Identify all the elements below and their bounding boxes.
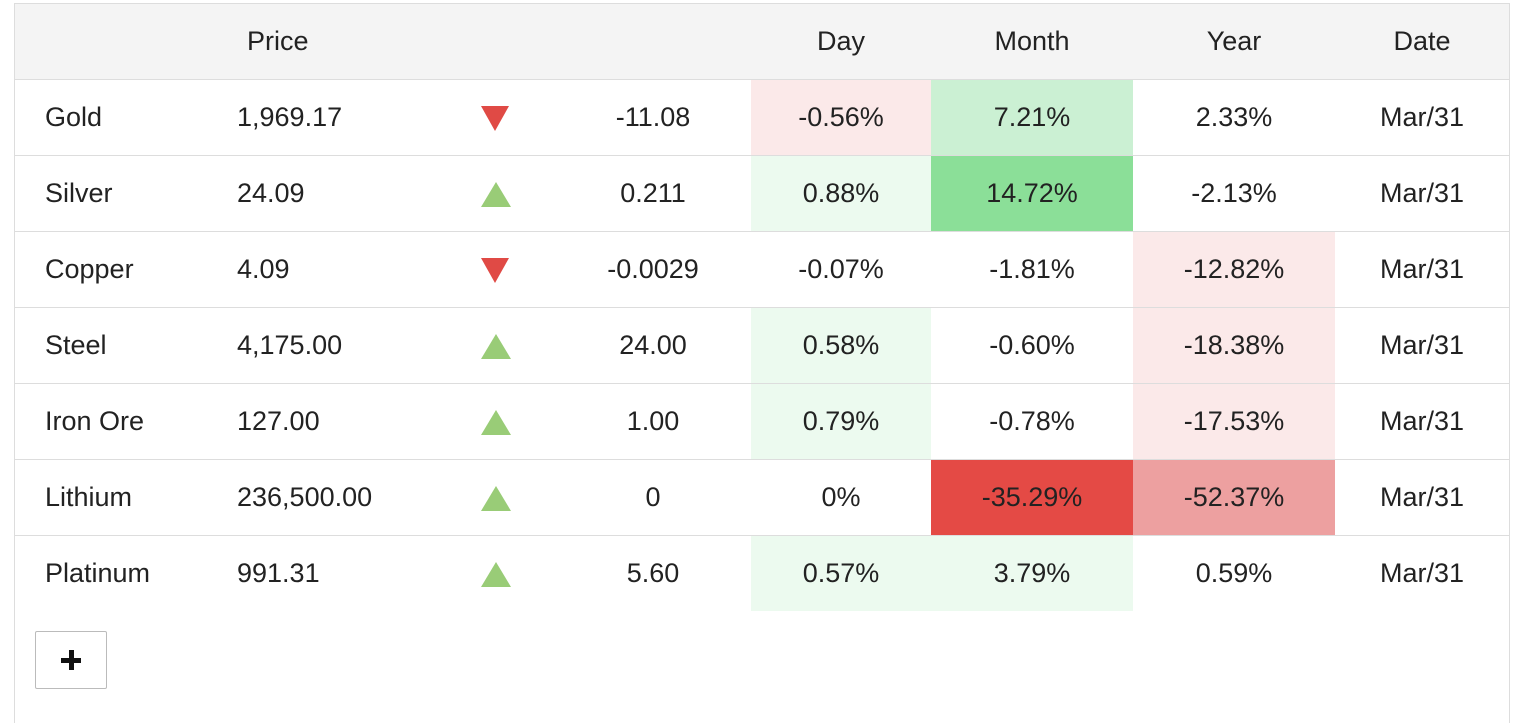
day-change-cell: 0.79%: [751, 383, 931, 460]
change-cell: 24.00: [555, 307, 751, 384]
month-change-cell: -35.29%: [931, 459, 1133, 536]
header-arrow: [471, 4, 555, 80]
header-price[interactable]: Price: [223, 4, 471, 80]
up-arrow-icon: [481, 409, 511, 435]
year-change-cell: 0.59%: [1133, 535, 1335, 611]
change-cell: 0.211: [555, 155, 751, 232]
table-row[interactable]: Iron Ore 127.00 1.00 0.79% -0.78% -17.53% Mar/…: [15, 383, 1509, 460]
month-change-cell: 14.72%: [931, 155, 1133, 232]
direction-cell: [471, 307, 555, 384]
price-cell: 236,500.00: [223, 459, 471, 536]
table-header-row: Price Day Month Year Date: [15, 4, 1509, 80]
direction-cell: [471, 459, 555, 536]
direction-cell: [471, 383, 555, 460]
price-cell: 127.00: [223, 383, 471, 460]
commodity-name: Copper: [15, 231, 223, 308]
day-change-cell: 0.88%: [751, 155, 931, 232]
up-arrow-icon: [481, 333, 511, 359]
table-row[interactable]: Silver 24.09 0.211 0.88% 14.72% -2.13% Mar/31: [15, 155, 1509, 232]
day-change-cell: 0%: [751, 459, 931, 536]
table-body: Gold 1,969.17 -11.08 -0.56% 7.21% 2.33% Mar/31…: [15, 79, 1509, 611]
header-month[interactable]: Month: [931, 4, 1133, 80]
day-change-cell: -0.07%: [751, 231, 931, 308]
date-cell: Mar/31: [1379, 557, 1465, 588]
commodity-name: Gold: [15, 79, 223, 156]
price-cell: 24.09: [223, 155, 471, 232]
change-cell: 0: [555, 459, 751, 536]
year-change-cell: -18.38%: [1133, 307, 1335, 384]
month-change-cell: -0.78%: [931, 383, 1133, 460]
commodity-name: Steel: [15, 307, 223, 384]
table-row[interactable]: Platinum 991.31 5.60 0.57% 3.79% 0.59% Mar/31: [15, 535, 1509, 611]
direction-cell: [471, 155, 555, 232]
date-cell: Mar/31: [1335, 231, 1509, 308]
up-arrow-icon: [481, 485, 511, 511]
month-change-cell: -0.60%: [931, 307, 1133, 384]
plus-icon: [61, 650, 81, 670]
add-button[interactable]: [35, 631, 107, 689]
header-name: [15, 4, 223, 80]
month-change-cell: -1.81%: [931, 231, 1133, 308]
change-cell: 5.60: [626, 557, 680, 588]
commodity-name: Platinum: [45, 557, 151, 588]
change-cell: -11.08: [555, 79, 751, 156]
header-date[interactable]: Date: [1335, 4, 1509, 80]
change-cell: 1.00: [555, 383, 751, 460]
date-cell: Mar/31: [1335, 155, 1509, 232]
down-arrow-icon: [481, 105, 509, 131]
table-row[interactable]: Steel 4,175.00 24.00 0.58% -0.60% -18.38% Mar/…: [15, 307, 1509, 384]
commodities-panel: Price Day Month Year Date Gold 1,969.17 -1…: [14, 3, 1510, 723]
header-year[interactable]: Year: [1133, 4, 1335, 80]
table-row[interactable]: Lithium 236,500.00 0 0% -35.29% -52.37% Mar/31: [15, 459, 1509, 536]
commodity-name: Silver: [15, 155, 223, 232]
table-row[interactable]: Copper 4.09 -0.0029 -0.07% -1.81% -12.82% Mar/…: [15, 231, 1509, 308]
day-change-cell: 0.57%: [751, 535, 931, 611]
price-cell: 991.31: [237, 557, 320, 588]
year-change-cell: -52.37%: [1133, 459, 1335, 536]
date-cell: Mar/31: [1335, 79, 1509, 156]
direction-cell: [471, 79, 555, 156]
down-arrow-icon: [481, 257, 509, 283]
month-change-cell: 3.79%: [931, 535, 1133, 611]
year-change-cell: -17.53%: [1133, 383, 1335, 460]
price-cell: 4.09: [223, 231, 471, 308]
header-change: [555, 4, 751, 80]
commodities-table: Price Day Month Year Date Gold 1,969.17 -1…: [15, 4, 1509, 611]
date-cell: Mar/31: [1335, 459, 1509, 536]
up-arrow-icon: [481, 181, 511, 207]
price-cell: 4,175.00: [223, 307, 471, 384]
day-change-cell: -0.56%: [751, 79, 931, 156]
direction-cell: [471, 231, 555, 308]
change-cell: -0.0029: [555, 231, 751, 308]
up-arrow-icon: [481, 562, 511, 588]
month-change-cell: 7.21%: [931, 79, 1133, 156]
table-row[interactable]: Gold 1,969.17 -11.08 -0.56% 7.21% 2.33% Mar/31: [15, 79, 1509, 156]
day-change-cell: 0.58%: [751, 307, 931, 384]
year-change-cell: -12.82%: [1133, 231, 1335, 308]
year-change-cell: 2.33%: [1133, 79, 1335, 156]
date-cell: Mar/31: [1335, 383, 1509, 460]
header-day[interactable]: Day: [751, 4, 931, 80]
direction-cell: [471, 535, 555, 611]
commodity-name: Lithium: [15, 459, 223, 536]
date-cell: Mar/31: [1335, 307, 1509, 384]
price-cell: 1,969.17: [223, 79, 471, 156]
commodity-name: Iron Ore: [15, 383, 223, 460]
year-change-cell: -2.13%: [1133, 155, 1335, 232]
